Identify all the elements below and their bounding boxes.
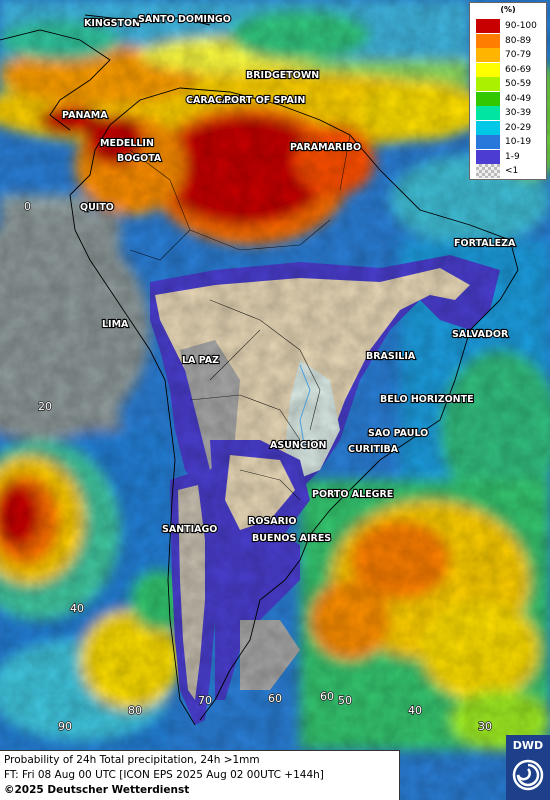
legend-row: 60-69 xyxy=(476,62,544,77)
legend-row: 70-79 xyxy=(476,48,544,62)
city-buenos-aires: BUENOS AIRES xyxy=(252,533,331,544)
city-labels: KINGSTON SANTO DOMINGO BRIDGETOWN CARACA… xyxy=(61,13,517,545)
legend-label: 1-9 xyxy=(505,151,520,162)
legend-swatch xyxy=(476,91,500,106)
city-porto-alegre: PORTO ALEGRE xyxy=(312,489,393,500)
city-medellin: MEDELLIN xyxy=(100,138,154,149)
lon-label-70: 70 xyxy=(198,694,212,707)
legend-label: 60-69 xyxy=(505,64,532,75)
legend-swatch xyxy=(476,77,500,91)
legend-row: 10-19 xyxy=(476,135,544,149)
city-quito: QUITO xyxy=(80,202,114,213)
city-paramaribo: PARAMARIBO xyxy=(290,142,361,153)
legend-swatch xyxy=(476,164,500,178)
lon-label-60b: 60 xyxy=(320,690,334,703)
city-lima: LIMA xyxy=(102,319,129,330)
legend-swatch xyxy=(476,149,500,164)
city-panama: PANAMA xyxy=(62,110,108,121)
legend-label: <1 xyxy=(505,166,519,176)
city-bogota: BOGOTA xyxy=(117,153,162,164)
legend-row: 20-29 xyxy=(476,120,544,135)
legend-row: 30-39 xyxy=(476,106,544,120)
legend-label: 40-49 xyxy=(505,93,532,104)
dwd-swirl-icon xyxy=(512,759,544,791)
legend-label: 10-19 xyxy=(505,137,532,147)
legend-row: <1 xyxy=(476,164,544,178)
legend-label: 70-79 xyxy=(505,50,532,60)
legend-swatch xyxy=(476,106,500,120)
city-la-paz: LA PAZ xyxy=(182,355,219,366)
city-santiago: SANTIAGO xyxy=(162,524,217,535)
city-santo-domingo: SANTO DOMINGO xyxy=(138,14,231,25)
legend-label: 20-29 xyxy=(505,122,532,133)
lon-label-80: 80 xyxy=(128,704,142,717)
lat-label-60: 60 xyxy=(268,692,282,705)
city-rosario: ROSARIO xyxy=(248,516,297,527)
city-kingston: KINGSTON xyxy=(84,18,140,29)
legend-swatch xyxy=(476,135,500,149)
caption-box: Probability of 24h Total precipitation, … xyxy=(0,750,400,800)
grid-labels: 0 20 40 60 90 80 70 60 50 40 30 xyxy=(23,199,493,734)
lat-label-40: 40 xyxy=(70,602,84,615)
caption-copyright: ©2025 Deutscher Wetterdienst xyxy=(4,784,190,796)
legend-row: 1-9 xyxy=(476,149,544,164)
legend-label: 50-59 xyxy=(505,79,532,89)
lon-label-90: 90 xyxy=(58,720,72,733)
city-brasilia: BRASILIA xyxy=(366,351,416,362)
city-sao-paulo: SAO PAULO xyxy=(368,428,428,439)
legend-swatch xyxy=(476,33,500,48)
legend-label: 30-39 xyxy=(505,108,532,118)
river xyxy=(299,364,311,451)
coastlines xyxy=(0,14,519,726)
country-borders xyxy=(129,134,351,501)
legend-row: 90-100 xyxy=(476,19,544,33)
lon-label-40: 40 xyxy=(408,704,422,717)
city-asuncion: ASUNCION xyxy=(270,440,326,451)
city-fortaleza: FORTALEZA xyxy=(454,238,516,249)
legend-swatch xyxy=(476,62,500,77)
legend-swatch xyxy=(476,120,500,135)
dwd-logo: DWD xyxy=(506,735,550,800)
caption-title: Probability of 24h Total precipitation, … xyxy=(4,754,260,766)
city-curitiba: CURITIBA xyxy=(348,444,399,455)
legend-row: 40-49 xyxy=(476,91,544,106)
lon-label-50: 50 xyxy=(338,694,352,707)
legend-label: 90-100 xyxy=(505,21,537,31)
city-salvador: SALVADOR xyxy=(452,329,509,340)
city-port-of-spain: PORT OF SPAIN xyxy=(224,95,305,106)
dwd-logo-text: DWD xyxy=(512,739,544,752)
legend: (%) 90-100 80-89 70-79 60-69 50-59 40-49 30-39… xyxy=(469,2,547,180)
city-belo-horizonte: BELO HORIZONTE xyxy=(380,394,474,405)
lat-label-20: 20 xyxy=(38,400,52,413)
legend-swatch xyxy=(476,48,500,62)
lat-label-0: 0 xyxy=(24,200,31,213)
city-bridgetown: BRIDGETOWN xyxy=(246,70,319,81)
legend-unit: (%) xyxy=(500,5,516,14)
legend-label: 80-89 xyxy=(505,35,532,46)
caption-forecast-time: FT: Fri 08 Aug 00 UTC [ICON EPS 2025 Aug… xyxy=(4,769,324,781)
legend-swatch xyxy=(476,19,500,33)
legend-row: 80-89 xyxy=(476,33,544,48)
city-caracas: CARACAS xyxy=(186,95,236,106)
lon-label-30: 30 xyxy=(478,720,492,733)
legend-row: 50-59 xyxy=(476,77,544,91)
